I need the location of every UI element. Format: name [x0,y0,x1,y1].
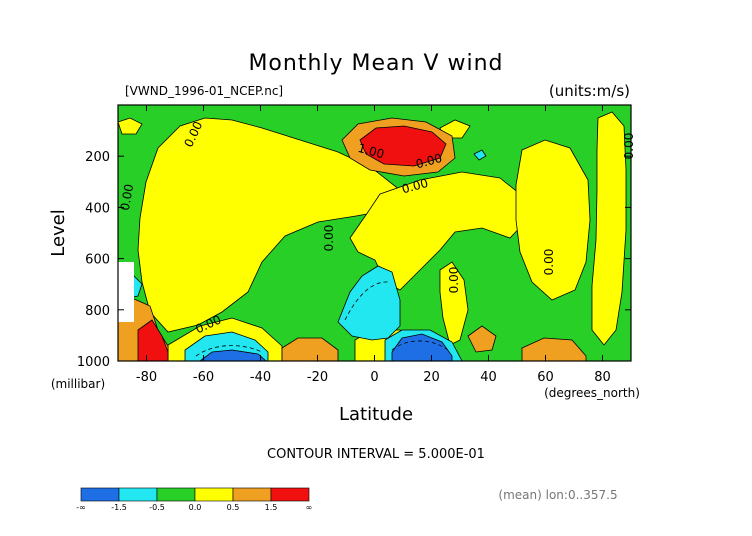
y-axis-units: (millibar) [51,377,105,391]
colorbar-swatch [80,487,120,502]
contour-interval-note: CONTOUR INTERVAL = 5.000E-01 [267,447,485,462]
x-tick-label: 40 [480,370,497,385]
yellow-region [137,117,401,333]
cyan-region [337,265,401,341]
contour-label: 0.00 [542,249,556,276]
colorbar: -∞ -1.5 -0.5 0.0 0.5 1.5 ∞ [76,487,313,512]
x-tick-label: 60 [537,370,554,385]
x-tick-label: 80 [594,370,611,385]
missing-data-patch [118,262,134,322]
yellow-region [591,111,627,346]
contour-labels: 0.000.000.000.000.000.000.000.000.001.00 [118,119,636,336]
yellow-region [349,171,526,291]
y-tick-label: 400 [85,201,110,216]
x-tick-label: 0 [370,370,378,385]
contour-label: 0.00 [447,267,461,294]
negative-contour-line [344,281,391,321]
colorbar-label: ∞ [306,503,313,512]
colorbar-label: -0.5 [149,503,165,512]
yellow-region [515,139,591,301]
y-tick-label: 600 [85,253,110,268]
colorbar-label: 0.0 [189,503,202,512]
colorbar-swatch [118,487,158,502]
colorbar-swatch [270,487,310,502]
orange-region [467,325,497,353]
y-tick-label: 1000 [77,355,110,370]
chart-title: Monthly Mean V wind [248,51,503,76]
contour-label: 1.00 [356,141,385,161]
cyan-region [473,149,487,161]
units-label: (units:m/s) [549,82,630,100]
yellow-region [117,117,143,135]
colorbar-label: 1.5 [265,503,278,512]
x-tick-label: -20 [307,370,328,385]
colorbar-label: -1.5 [111,503,127,512]
contour-label: 0.00 [118,183,136,212]
colorbar-swatch [232,487,272,502]
contour-label: 0.00 [414,151,443,171]
y-axis-ticks: 200 400 600 800 1000 [77,150,631,370]
file-label: [VWND_1996-01_NCEP.nc] [125,84,283,98]
red-region [359,125,447,167]
x-axis-label: Latitude [339,404,413,425]
x-axis-units: (degrees_north) [544,386,640,400]
x-tick-label: -60 [193,370,214,385]
y-axis-label: Level [48,209,69,257]
footer-note: (mean) lon:0..357.5 [498,488,617,502]
x-tick-label: -40 [250,370,271,385]
colorbar-label: 0.5 [227,503,240,512]
colorbar-swatch [194,487,234,502]
y-tick-label: 200 [85,150,110,165]
contour-label: 0.00 [400,176,429,196]
x-axis-ticks: -80 -60 -40 -20 0 20 40 60 80 [136,105,611,385]
x-tick-label: 20 [423,370,440,385]
yellow-region [439,261,469,346]
x-tick-label: -80 [136,370,157,385]
contour-label: 0.00 [622,133,636,160]
colorbar-swatch [156,487,196,502]
contour-label: 0.00 [322,225,336,252]
y-tick-label: 800 [85,304,110,319]
contour-field [117,105,631,362]
colorbar-label: -∞ [76,503,86,512]
